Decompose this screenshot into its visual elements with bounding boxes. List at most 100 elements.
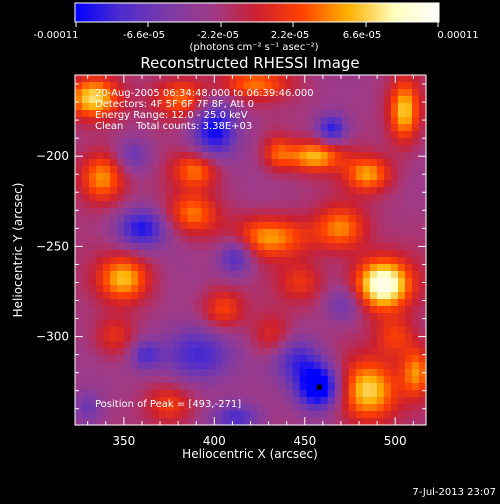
heatmap-cell — [292, 383, 301, 391]
heatmap-cell — [173, 236, 181, 244]
heatmap-cell — [397, 96, 406, 104]
heatmap-cell — [152, 243, 160, 251]
heatmap-cell — [145, 418, 153, 426]
heatmap-cell — [208, 348, 216, 356]
heatmap-cell — [362, 299, 371, 307]
heatmap-cell — [194, 257, 202, 265]
heatmap-cell — [96, 292, 104, 300]
heatmap-cell — [215, 390, 224, 398]
heatmap-cell — [96, 208, 104, 216]
heatmap-cell — [159, 418, 167, 426]
heatmap-cell — [376, 131, 385, 139]
heatmap-cell — [271, 173, 280, 181]
heatmap-cell — [166, 82, 174, 90]
heatmap-cell — [271, 313, 280, 321]
heatmap-cell — [271, 369, 280, 377]
heatmap-cell — [138, 285, 146, 293]
heatmap-cell — [404, 243, 413, 251]
heatmap-cell — [145, 145, 153, 153]
heatmap-cell — [299, 166, 308, 174]
heatmap-cell — [194, 124, 202, 132]
heatmap-cell — [285, 285, 294, 293]
heatmap-cell — [376, 187, 385, 195]
heatmap-cell — [278, 215, 287, 223]
heatmap-cell — [369, 369, 378, 377]
heatmap-cell — [229, 89, 238, 97]
heatmap-cell — [75, 271, 83, 279]
heatmap-cell — [397, 278, 406, 286]
heatmap-cell — [271, 103, 280, 111]
heatmap-cell — [348, 341, 357, 349]
heatmap-cell — [397, 292, 406, 300]
heatmap-cell — [145, 404, 153, 412]
heatmap-cell — [362, 103, 371, 111]
heatmap-cell — [110, 159, 118, 167]
heatmap-cell — [187, 236, 195, 244]
heatmap-cell — [306, 257, 315, 265]
heatmap-cell — [299, 215, 308, 223]
heatmap-cell — [306, 320, 315, 328]
heatmap-cell — [362, 348, 371, 356]
heatmap-cell — [145, 131, 153, 139]
heatmap-cell — [341, 313, 350, 321]
heatmap-cell — [201, 96, 209, 104]
heatmap-cell — [82, 201, 90, 209]
heatmap-cell — [208, 89, 216, 97]
heatmap-cell — [117, 376, 125, 384]
heatmap-cell — [292, 89, 301, 97]
heatmap-cell — [96, 131, 104, 139]
heatmap-cell — [397, 348, 406, 356]
heatmap-cell — [334, 264, 343, 272]
heatmap-cell — [306, 96, 315, 104]
heatmap-cell — [327, 110, 336, 118]
heatmap-cell — [201, 103, 209, 111]
heatmap-cell — [341, 82, 350, 90]
heatmap-cell — [138, 229, 146, 237]
heatmap-cell — [278, 250, 287, 258]
heatmap-cell — [397, 411, 406, 419]
heatmap-cell — [110, 327, 118, 335]
heatmap-cell — [376, 348, 385, 356]
heatmap-cell — [201, 271, 209, 279]
heatmap-cell — [152, 89, 160, 97]
heatmap-cell — [222, 306, 231, 314]
heatmap-cell — [201, 110, 209, 118]
heatmap-cell — [355, 327, 364, 335]
heatmap-cell — [124, 117, 132, 125]
heatmap-cell — [334, 124, 343, 132]
heatmap-cell — [131, 376, 139, 384]
heatmap-cell — [110, 82, 118, 90]
heatmap-cell — [334, 187, 343, 195]
heatmap-cell — [334, 131, 343, 139]
heatmap-cell — [222, 355, 231, 363]
heatmap-cell — [194, 187, 202, 195]
heatmap-cell — [320, 124, 329, 132]
heatmap-cell — [257, 166, 266, 174]
heatmap-cell — [404, 250, 413, 258]
heatmap-cell — [320, 187, 329, 195]
heatmap-cell — [208, 397, 216, 405]
heatmap-cell — [166, 222, 174, 230]
heatmap-cell — [362, 327, 371, 335]
heatmap-cell — [82, 166, 90, 174]
heatmap-cell — [152, 110, 160, 118]
heatmap-cell — [124, 341, 132, 349]
heatmap-cell — [208, 411, 216, 419]
heatmap-cell — [124, 299, 132, 307]
heatmap-cell — [306, 292, 315, 300]
heatmap-cell — [411, 131, 420, 139]
heatmap-cell — [257, 201, 266, 209]
heatmap-cell — [250, 355, 259, 363]
heatmap-cell — [96, 376, 104, 384]
heatmap-cell — [103, 229, 111, 237]
heatmap-cell — [131, 243, 139, 251]
heatmap-cell — [243, 229, 252, 237]
heatmap-cell — [355, 124, 364, 132]
heatmap-cell — [236, 159, 245, 167]
heatmap-cell — [306, 355, 315, 363]
heatmap-cell — [390, 117, 399, 125]
heatmap-cell — [250, 313, 259, 321]
heatmap-cell — [348, 243, 357, 251]
heatmap-cell — [138, 124, 146, 132]
heatmap-cell — [320, 138, 329, 146]
